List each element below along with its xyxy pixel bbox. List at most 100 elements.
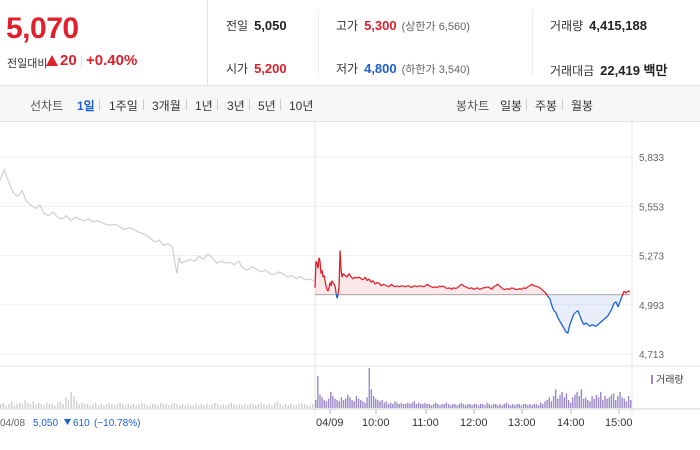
today-line-up-segment bbox=[517, 287, 520, 291]
today-area-segment bbox=[403, 285, 406, 295]
today-line-up-segment bbox=[445, 287, 448, 290]
x-time-label: 04/09 bbox=[316, 417, 344, 429]
today-area-segment bbox=[347, 273, 350, 295]
today-line-up-segment bbox=[392, 285, 396, 288]
today-area-segment bbox=[423, 285, 426, 295]
volume-bar-prev bbox=[100, 404, 102, 408]
tab-3year[interactable]: 3년 bbox=[227, 99, 245, 113]
tab-1year[interactable]: 1년 bbox=[195, 99, 213, 113]
today-line-up-segment bbox=[429, 285, 432, 288]
today-area-segment bbox=[609, 294, 612, 313]
volume-bar-today bbox=[452, 404, 454, 408]
today-area-segment bbox=[513, 288, 516, 295]
today-line-down-segment bbox=[589, 324, 593, 327]
volume-bar-prev bbox=[57, 402, 59, 408]
tab-weekly-candle[interactable]: 주봉 bbox=[535, 99, 558, 113]
volume-bar-prev bbox=[293, 405, 295, 408]
today-area-segment bbox=[483, 287, 486, 295]
tab-divider bbox=[99, 99, 100, 110]
today-line-down-segment bbox=[549, 298, 553, 306]
today-area-segment bbox=[323, 275, 325, 295]
today-area-segment bbox=[411, 285, 414, 295]
today-area-segment bbox=[591, 294, 594, 326]
today-line-up-segment bbox=[333, 283, 336, 287]
today-area-segment bbox=[319, 257, 321, 295]
today-area-segment bbox=[541, 289, 544, 295]
price-chart[interactable]: 5,833 5,553 5,273 4,993 4,713 04/09 10:00 11:0… bbox=[0, 122, 700, 450]
today-line-up-segment bbox=[537, 286, 540, 289]
today-area-segment bbox=[495, 284, 498, 295]
volume-bar-prev bbox=[225, 405, 227, 408]
today-line-up-segment bbox=[433, 286, 436, 289]
today-area-segment bbox=[605, 294, 608, 318]
today-line-up-segment bbox=[541, 288, 545, 292]
volume-bar-today bbox=[617, 396, 619, 408]
volume-bar-prev bbox=[67, 400, 70, 408]
today-line-up-segment bbox=[390, 283, 394, 287]
volume-bar-prev bbox=[138, 404, 140, 408]
volume-bar-today bbox=[533, 404, 535, 408]
stat-high: 고가 5,300 (상한가 6,560) bbox=[336, 17, 470, 34]
volume-bar-today bbox=[501, 405, 503, 408]
volume-bar-prev bbox=[249, 404, 251, 408]
tab-divider bbox=[186, 99, 187, 110]
volume-bar-today bbox=[330, 392, 332, 408]
volume-bar-prev bbox=[165, 404, 167, 408]
tab-daily-candle[interactable]: 일봉 bbox=[500, 99, 523, 113]
today-line-up-segment bbox=[507, 287, 510, 291]
volume-bar-prev bbox=[16, 404, 18, 408]
today-area-segment bbox=[535, 285, 538, 295]
volume-bar-today bbox=[610, 394, 613, 408]
today-line-up-segment bbox=[439, 285, 442, 288]
volume-bar-prev bbox=[154, 404, 156, 408]
today-area-segment bbox=[491, 286, 494, 295]
volume-bar-today bbox=[555, 389, 557, 408]
stat-high-value: 5,300 bbox=[364, 18, 397, 33]
today-line-up-segment bbox=[354, 276, 358, 279]
tab-divider bbox=[280, 99, 281, 110]
volume-bar-prev bbox=[59, 401, 62, 408]
volume-bar-today bbox=[394, 401, 396, 408]
volume-bar-prev bbox=[21, 404, 24, 408]
today-line-up-segment bbox=[499, 285, 503, 289]
today-line-up-segment bbox=[465, 286, 468, 289]
today-area-segment bbox=[397, 285, 400, 295]
today-line-down-segment bbox=[557, 317, 561, 322]
today-area-segment bbox=[533, 285, 536, 295]
today-area-segment bbox=[465, 286, 468, 295]
stat-volume-label: 거래량 bbox=[550, 19, 584, 33]
today-line-up-segment bbox=[356, 276, 360, 279]
volume-bar-today bbox=[490, 405, 493, 408]
volume-bar-today bbox=[546, 400, 548, 408]
today-line-down-segment bbox=[619, 296, 623, 302]
period-tab-bar: 선차트 1일 1주일 3개월 1년 3년 5년 10년 봉차트 일봉 주봉 월봉 bbox=[0, 86, 700, 122]
volume-bar-prev bbox=[84, 404, 86, 408]
volume-bar-today bbox=[495, 404, 497, 408]
volume-bar-prev bbox=[233, 404, 235, 408]
today-area-segment bbox=[475, 287, 478, 295]
tab-3month[interactable]: 3개월 bbox=[152, 99, 181, 113]
today-line-down-segment bbox=[583, 322, 587, 326]
y-axis-ticks: 5,833 5,553 5,273 4,993 4,713 bbox=[639, 153, 664, 361]
today-line-up-segment bbox=[342, 273, 346, 276]
today-area-segment bbox=[377, 282, 380, 295]
today-area-segment bbox=[419, 285, 422, 295]
volume-bar-prev bbox=[146, 405, 148, 408]
today-line-up-segment bbox=[513, 287, 516, 291]
today-area-segment bbox=[413, 285, 416, 295]
tab-5year[interactable]: 5년 bbox=[258, 99, 276, 113]
today-area-segment bbox=[353, 277, 356, 295]
tab-10year[interactable]: 10년 bbox=[289, 99, 314, 113]
today-line-down-segment bbox=[579, 315, 583, 322]
tab-1day[interactable]: 1일 bbox=[77, 99, 95, 113]
tab-monthly-candle[interactable]: 월봉 bbox=[571, 99, 594, 113]
today-area-segment bbox=[332, 280, 334, 295]
tab-1week[interactable]: 1주일 bbox=[109, 99, 138, 113]
today-line-up-segment bbox=[461, 283, 464, 287]
today-line-up-segment bbox=[323, 275, 326, 281]
volume-bar-today bbox=[420, 404, 422, 408]
volume-bar-today bbox=[321, 397, 323, 408]
volume-bar-today bbox=[600, 392, 602, 408]
today-line-down-segment bbox=[601, 318, 605, 322]
volume-bar-prev bbox=[119, 402, 121, 408]
